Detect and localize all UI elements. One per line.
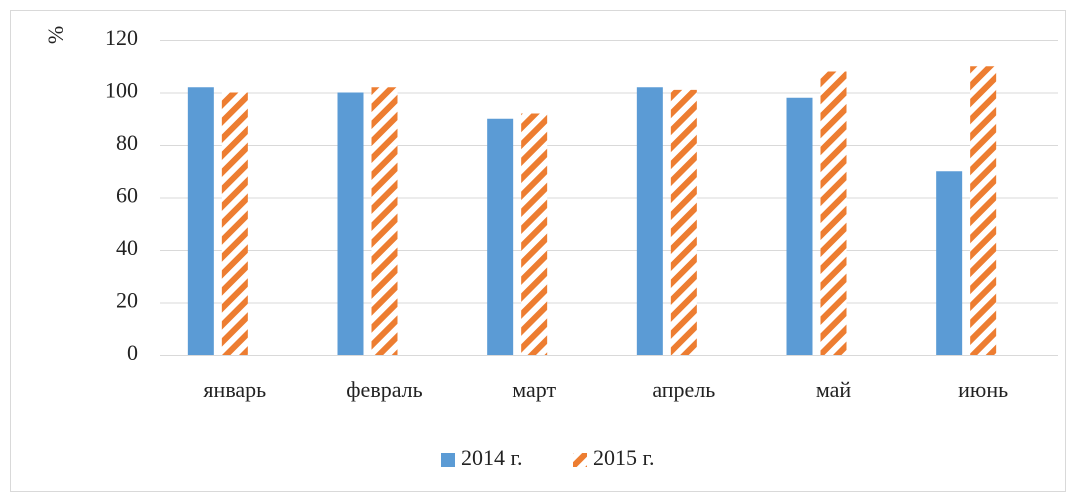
x-tick-label: июнь bbox=[958, 377, 1008, 402]
bar bbox=[337, 92, 364, 355]
y-tick-label: 60 bbox=[116, 183, 138, 208]
y-tick-label: 120 bbox=[105, 25, 138, 50]
y-tick-label: 80 bbox=[116, 130, 138, 155]
bar bbox=[786, 97, 813, 355]
x-tick-label: январь bbox=[203, 377, 266, 402]
y-tick-label: 40 bbox=[116, 235, 138, 260]
y-tick-label: 20 bbox=[116, 288, 138, 313]
legend-swatch bbox=[441, 453, 455, 467]
legend-label: 2014 г. bbox=[461, 445, 523, 470]
x-tick-label: апрель bbox=[652, 377, 715, 402]
x-tick-label: март bbox=[512, 377, 556, 402]
bar bbox=[670, 89, 697, 355]
bar bbox=[371, 87, 398, 355]
bar bbox=[487, 118, 514, 355]
legend-swatch bbox=[573, 453, 587, 467]
y-tick-label: 100 bbox=[105, 78, 138, 103]
bar bbox=[970, 66, 997, 355]
bar bbox=[187, 87, 214, 355]
y-axis-label: % bbox=[43, 26, 68, 44]
y-tick-label: 0 bbox=[127, 340, 138, 365]
bar bbox=[521, 113, 548, 355]
bar bbox=[820, 71, 847, 355]
legend-label: 2015 г. bbox=[593, 445, 655, 470]
bar bbox=[221, 92, 248, 355]
x-tick-label: февраль bbox=[346, 377, 422, 402]
bar bbox=[636, 87, 663, 355]
bar bbox=[936, 171, 963, 355]
x-tick-label: май bbox=[816, 377, 852, 402]
